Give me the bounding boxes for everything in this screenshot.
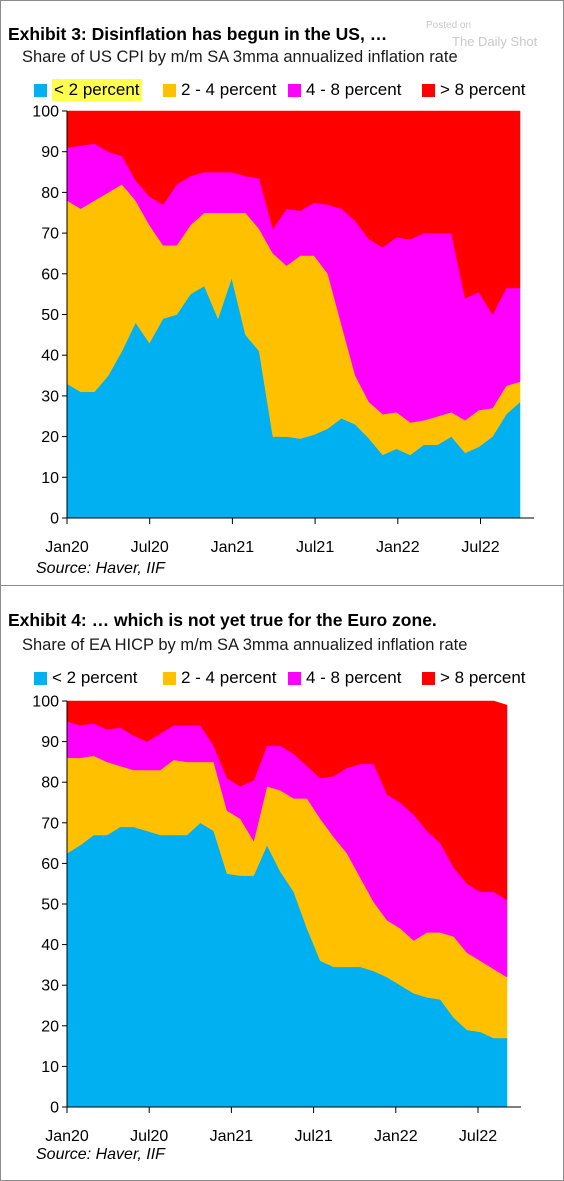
y-tick-label: 70 <box>41 226 59 243</box>
y-tick-label: 90 <box>41 734 59 751</box>
legend-swatch-4to8 <box>288 672 301 685</box>
y-tick-label: 90 <box>41 144 59 161</box>
legend-swatch-lt2 <box>34 672 47 685</box>
area-series-gt8 <box>66 110 521 316</box>
legend-swatch-2to4 <box>163 84 176 97</box>
exhibit-3-chart: 0 10 20 30 40 50 60 70 80 90 100 Jan20 Jul20 Jan21 Jul… <box>32 104 534 556</box>
x-tick-label: Jul22 <box>459 1128 497 1145</box>
y-tick-label: 0 <box>50 1100 59 1117</box>
y-tick-label: 100 <box>32 104 59 121</box>
legend-label-2to4: 2 - 4 percent <box>181 668 277 687</box>
x-tick-label: Jan22 <box>374 1128 418 1145</box>
y-tick-label: 20 <box>41 429 59 446</box>
y-tick-label: 40 <box>41 937 59 954</box>
y-tick-label: 60 <box>41 856 59 873</box>
panel-divider <box>0 585 564 586</box>
legend-swatch-2to4 <box>163 672 176 685</box>
chart-title: Exhibit 4: … which is not yet true for t… <box>8 610 437 630</box>
legend-swatch-gt8 <box>422 84 435 97</box>
x-tick-label: Jul21 <box>296 539 334 556</box>
y-tick-label: 60 <box>41 266 59 283</box>
legend-label-2to4: 2 - 4 percent <box>181 80 277 99</box>
x-tick-label: Jan21 <box>211 539 255 556</box>
legend-swatch-gt8 <box>422 672 435 685</box>
y-tick-label: 40 <box>41 348 59 365</box>
x-tick-label: Jan20 <box>45 539 89 556</box>
x-tick-label: Jan20 <box>45 1128 89 1145</box>
y-tick-label: 70 <box>41 815 59 832</box>
x-tick-label: Jan21 <box>210 1128 254 1145</box>
chart-subtitle: Share of US CPI by m/m SA 3mma annualize… <box>22 48 458 66</box>
y-tick-label: 80 <box>41 185 59 202</box>
exhibit-3-panel: Posted on The Daily Shot Exhibit 3: Disi… <box>0 0 564 585</box>
legend-label-lt2: < 2 percent <box>52 79 142 101</box>
y-tick-label: 20 <box>41 1018 59 1035</box>
y-tick-label: 10 <box>41 1059 59 1076</box>
x-tick-label: Jul20 <box>131 539 169 556</box>
x-tick-label: Jul20 <box>130 1128 168 1145</box>
legend-swatch-4to8 <box>288 84 301 97</box>
y-tick-label: 0 <box>50 511 59 528</box>
x-tick-label: Jul22 <box>461 539 499 556</box>
y-tick-label: 100 <box>32 694 59 711</box>
legend-label-4to8: 4 - 8 percent <box>306 668 402 687</box>
y-tick-label: 80 <box>41 775 59 792</box>
watermark-posted-on: Posted on <box>426 20 472 31</box>
exhibit-4-chart: 0 10 20 30 40 50 60 70 80 90 100 Jan20 Jul20 Jan21 Jul… <box>32 694 521 1145</box>
chart-source: Source: Haver, IIF <box>36 1146 165 1163</box>
area-series-gt8 <box>66 700 508 901</box>
x-tick-label: Jan22 <box>376 539 420 556</box>
y-tick-label: 10 <box>41 470 59 487</box>
chart-title: Exhibit 3: Disinflation has begun in the… <box>8 24 388 44</box>
x-tick-label: Jul21 <box>294 1128 332 1145</box>
chart-subtitle: Share of EA HICP by m/m SA 3mma annualiz… <box>22 636 468 654</box>
y-tick-label: 30 <box>41 388 59 405</box>
legend-label-lt2: < 2 percent <box>52 668 138 687</box>
legend-label-gt8: > 8 percent <box>440 80 526 99</box>
y-tick-label: 50 <box>41 897 59 914</box>
chart-source: Source: Haver, IIF <box>36 560 165 577</box>
y-tick-label: 50 <box>41 307 59 324</box>
y-tick-label: 30 <box>41 978 59 995</box>
legend-swatch-lt2 <box>34 84 47 97</box>
watermark-site: The Daily Shot <box>452 34 538 49</box>
exhibit-4-panel: Exhibit 4: … which is not yet true for t… <box>0 586 564 1181</box>
legend-label-gt8: > 8 percent <box>440 668 526 687</box>
legend-label-4to8: 4 - 8 percent <box>306 80 402 99</box>
